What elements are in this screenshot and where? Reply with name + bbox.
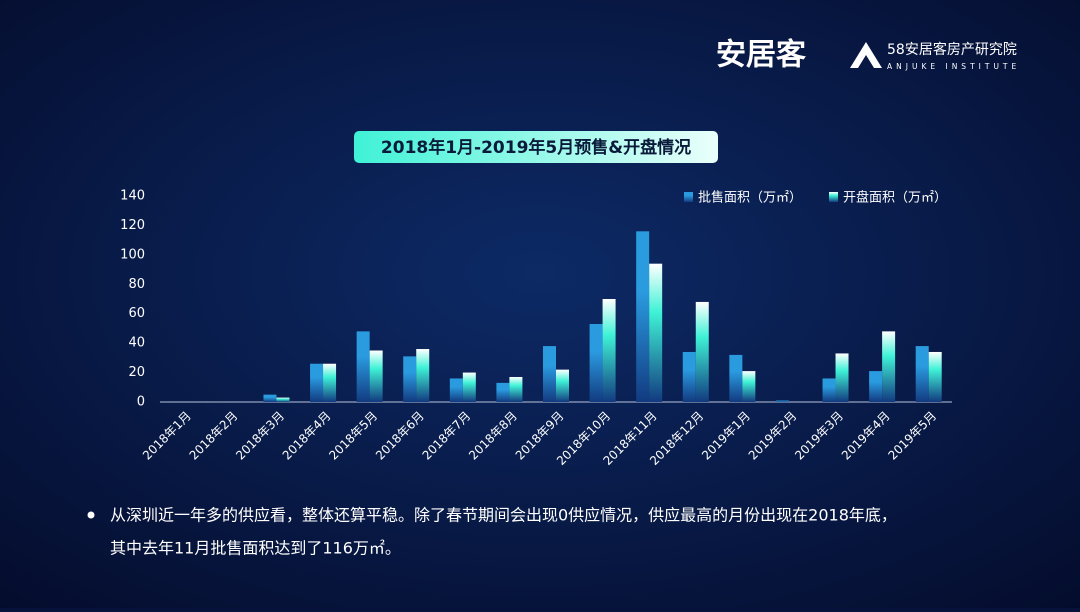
- bar: [742, 371, 756, 402]
- logo-icon: [850, 42, 882, 68]
- bar: [276, 397, 290, 402]
- chart-title: 2018年1月-2019年5月预售&开盘情况: [381, 137, 691, 158]
- bar: [869, 371, 883, 402]
- bar: [263, 394, 277, 402]
- logo: 安居客: [716, 38, 806, 73]
- bar: [369, 350, 383, 402]
- bar: [496, 382, 510, 402]
- bar: [822, 378, 836, 402]
- bar: [462, 372, 476, 402]
- bar: [882, 331, 896, 402]
- bar: [775, 400, 789, 402]
- bar: [323, 363, 337, 402]
- institute-en: ANJUKE INSTITUTE: [887, 62, 1020, 71]
- legend-label: 批售面积（万㎡）: [698, 190, 802, 206]
- y-tick-label: 80: [128, 277, 145, 292]
- bar: [310, 363, 324, 402]
- legend-label: 开盘面积（万㎡）: [843, 190, 947, 206]
- legend-swatch: [684, 192, 693, 202]
- bar: [835, 353, 849, 402]
- bar: [649, 263, 663, 402]
- y-tick-label: 120: [120, 218, 145, 233]
- bar: [695, 301, 709, 402]
- bar: [403, 356, 417, 402]
- bar: [602, 299, 616, 402]
- bar: [356, 331, 370, 402]
- y-tick-label: 140: [120, 189, 145, 204]
- institute: 58安居客房产研究院: [887, 41, 1017, 58]
- bar: [556, 369, 569, 402]
- bullet: [87, 511, 95, 519]
- bar: [682, 351, 696, 402]
- note: 其中去年11月批售面积达到了116万㎡。: [110, 539, 401, 558]
- y-tick-label: 20: [128, 365, 145, 380]
- bar: [449, 378, 463, 402]
- y-tick-label: 0: [137, 395, 145, 410]
- bar: [928, 351, 942, 402]
- title-box: [354, 131, 718, 163]
- bar: [543, 346, 556, 402]
- bar: [729, 354, 743, 402]
- bar: [589, 324, 603, 402]
- bar: [915, 346, 929, 402]
- bar: [509, 376, 523, 402]
- legend-swatch: [829, 192, 838, 202]
- note: 从深圳近一年多的供应看，整体还算平稳。除了春节期间会出现0供应情况，供应最高的月…: [110, 506, 897, 525]
- y-tick-label: 40: [128, 336, 145, 351]
- y-tick-label: 60: [128, 306, 145, 321]
- bar: [636, 231, 650, 402]
- y-tick-label: 100: [120, 247, 145, 262]
- bar: [416, 349, 430, 402]
